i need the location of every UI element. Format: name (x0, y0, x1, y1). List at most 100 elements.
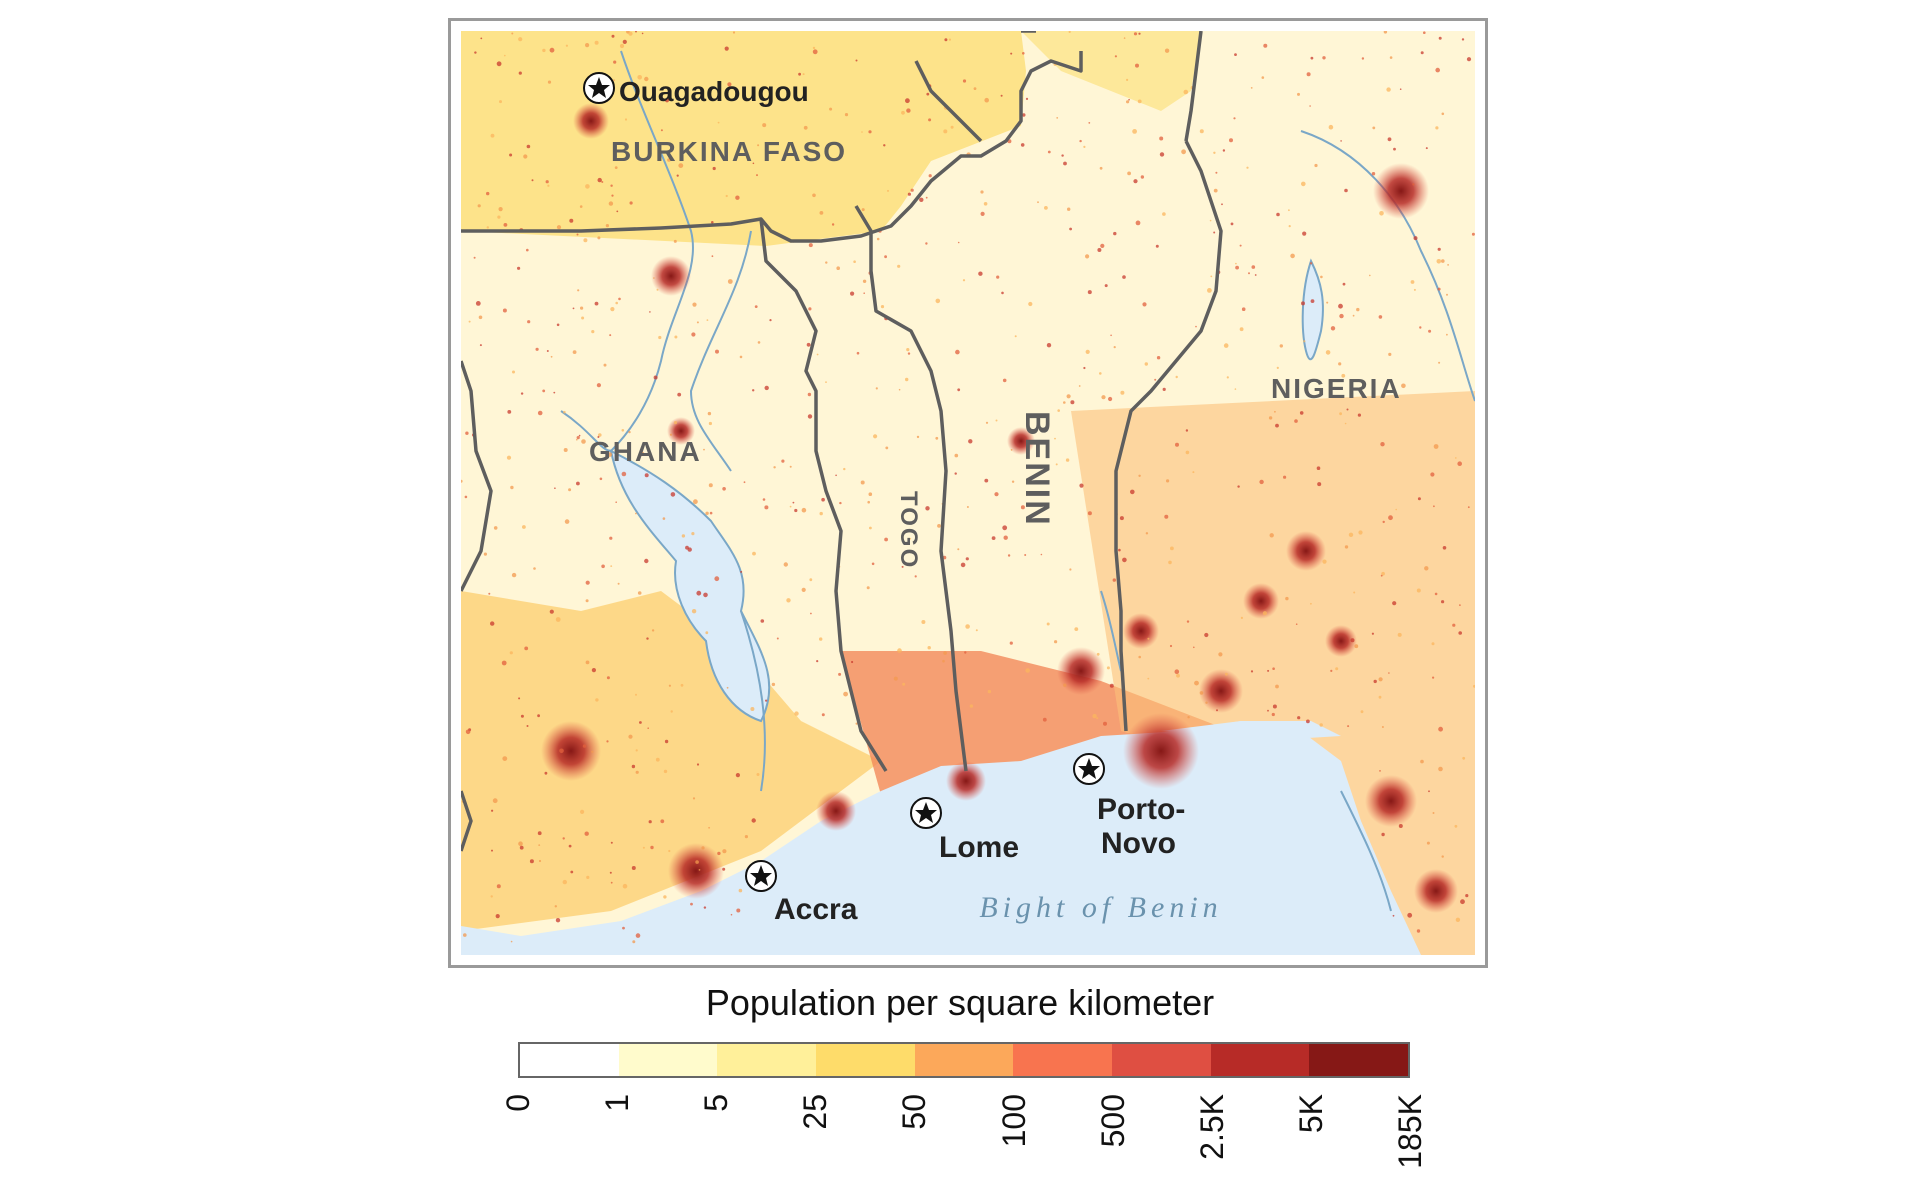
population-speckle (499, 100, 502, 104)
population-speckle (1011, 480, 1015, 483)
population-speckle (1046, 622, 1050, 626)
population-speckle (648, 820, 652, 824)
population-speckle (1361, 57, 1365, 60)
population-speckle (650, 845, 654, 850)
population-speckle (698, 869, 701, 871)
population-speckle (1381, 571, 1385, 576)
population-speckle (1268, 416, 1273, 420)
population-speckle (1020, 505, 1025, 510)
population-speckle (844, 113, 849, 117)
population-speckle (507, 410, 512, 414)
legend-tick-label: 500 (1094, 1094, 1131, 1148)
population-speckle (579, 205, 583, 208)
population-speckle (591, 750, 594, 753)
population-speckle (660, 129, 663, 132)
population-speckle (950, 125, 954, 129)
city-lome[interactable]: Lome (910, 797, 1019, 864)
population-speckle (550, 355, 553, 358)
population-speckle (762, 123, 767, 128)
population-speckle (565, 44, 568, 47)
population-speckle (957, 548, 960, 551)
population-speckle (582, 744, 587, 748)
population-speckle (562, 837, 565, 840)
population-speckle (1187, 716, 1190, 719)
population-speckle (1428, 790, 1430, 793)
population-speckle (1340, 140, 1342, 142)
population-speckle (980, 190, 984, 194)
population-speckle (522, 525, 526, 529)
population-speckle (1395, 508, 1397, 511)
legend-swatch (1309, 1044, 1409, 1076)
population-speckle (497, 215, 501, 219)
population-speckle (644, 558, 649, 564)
population-speckle (670, 492, 676, 497)
population-speckle (1014, 335, 1017, 338)
population-speckle (518, 697, 521, 700)
population-speckle (1428, 329, 1432, 333)
population-speckle (1347, 725, 1350, 728)
population-speckle (1118, 548, 1121, 552)
population-speckle (756, 174, 758, 177)
population-speckle (1230, 222, 1234, 226)
population-speckle (995, 419, 998, 422)
population-speckle (1294, 419, 1298, 423)
population-speckle (1410, 280, 1415, 284)
population-speckle (1441, 112, 1445, 116)
population-speckle (1210, 275, 1213, 278)
population-speckle (1401, 383, 1406, 389)
population-speckle (703, 448, 705, 451)
population-speckle (1465, 894, 1469, 898)
population-speckle (480, 37, 483, 40)
population-speckle (1079, 483, 1084, 488)
population-speckle (628, 734, 633, 739)
population-speckle (921, 620, 926, 624)
population-speckle (490, 895, 493, 898)
population-speckle (635, 693, 637, 696)
city-porto-novo[interactable]: Porto- Novo (1073, 753, 1185, 860)
legend-tick-label: 50 (896, 1094, 933, 1130)
population-speckle (1344, 188, 1348, 193)
population-speckle (632, 940, 636, 944)
population-speckle (695, 860, 699, 864)
population-speckle (1213, 231, 1216, 234)
population-speckle (764, 505, 769, 510)
population-speckle (1459, 604, 1461, 606)
population-speckle (1193, 646, 1195, 649)
population-speckle (674, 335, 678, 339)
population-speckle (978, 271, 983, 276)
population-speckle (465, 729, 471, 735)
city-accra[interactable]: Accra (745, 860, 858, 926)
population-speckle (862, 279, 867, 283)
population-speckle (1254, 274, 1257, 276)
population-speckle (1272, 667, 1275, 670)
population-speckle (807, 414, 813, 419)
population-speckle (955, 349, 960, 355)
population-speckle (1320, 275, 1323, 279)
population-speckle (1288, 209, 1290, 212)
population-speckle (943, 651, 947, 655)
population-speckle (511, 32, 514, 35)
population-speckle (1346, 408, 1349, 411)
population-speckle (585, 580, 590, 585)
population-speckle (542, 48, 546, 53)
population-speckle (1057, 409, 1060, 412)
population-speckle (1357, 413, 1361, 417)
population-speckle (649, 311, 651, 313)
population-speckle (585, 184, 590, 189)
population-speckle (753, 92, 756, 95)
city-ouagadougou[interactable]: Ouagadougou (583, 72, 809, 107)
population-speckle (736, 908, 741, 913)
population-density-map[interactable]: BURKINA FASO GHANA TOGO BENIN NIGERIA Bi… (461, 31, 1475, 955)
population-speckle (705, 631, 709, 635)
population-speckle (495, 914, 500, 919)
population-speckle (1110, 334, 1112, 337)
population-speckle (692, 302, 697, 307)
legend-tick-label: 1 (599, 1094, 636, 1112)
population-speckle (635, 749, 638, 752)
population-speckle (1360, 710, 1364, 714)
population-speckle (1239, 327, 1244, 332)
population-speckle (549, 609, 554, 614)
population-speckle (1097, 248, 1102, 252)
population-speckle (1087, 290, 1092, 295)
population-speckle (474, 51, 477, 54)
